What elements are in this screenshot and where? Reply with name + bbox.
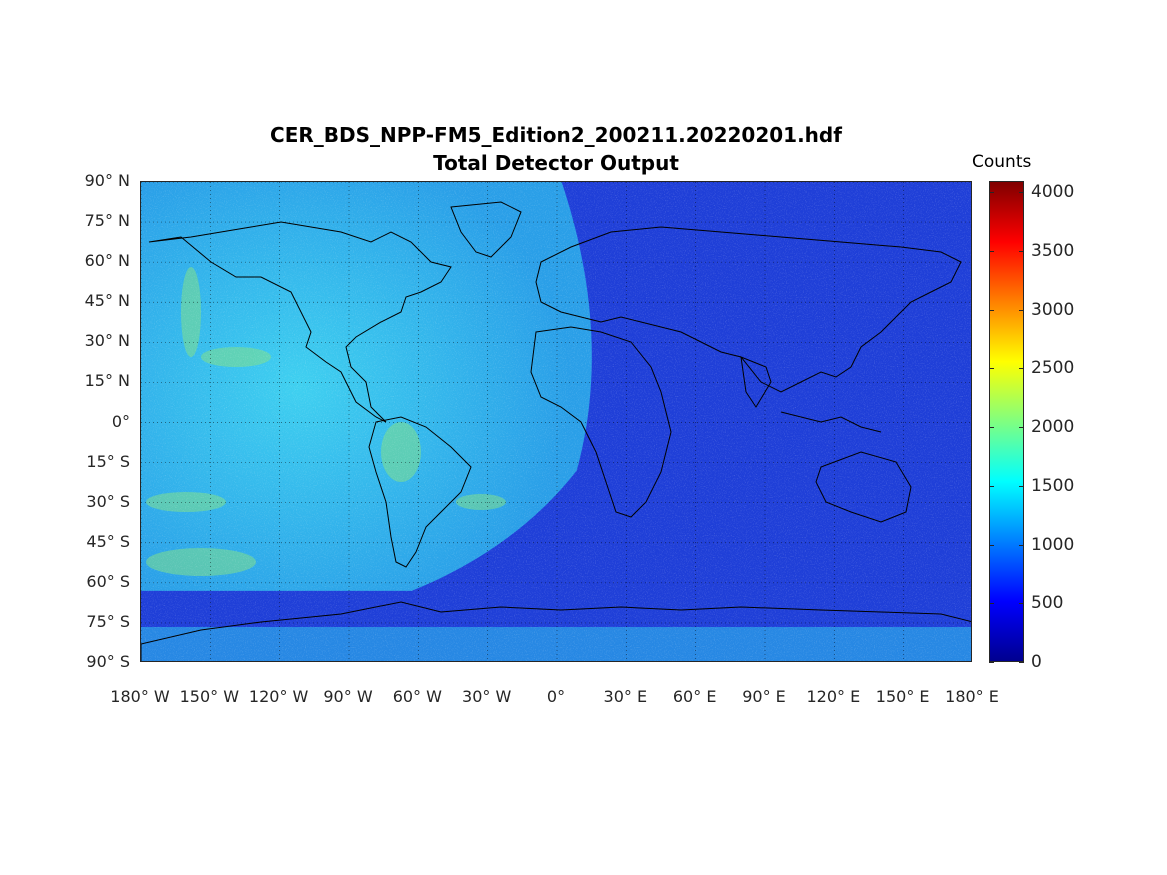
latitude-tick-label: 60° S xyxy=(86,571,130,591)
colorbar-tick-mark xyxy=(1019,662,1024,663)
graticule xyxy=(141,182,971,661)
longitude-tick-label: 180° E xyxy=(945,687,999,706)
colorbar-tick-mark xyxy=(1019,427,1024,429)
chart-title: CER_BDS_NPP-FM5_Edition2_200211.20220201… xyxy=(270,123,842,147)
speckle-texture xyxy=(141,182,971,661)
latitude-tick-label: 90° S xyxy=(86,652,130,671)
longitude-tick-label: 180° W xyxy=(110,687,170,706)
colorbar-tick-label: 1500 xyxy=(1031,475,1075,496)
colorbar-tick-label: 2000 xyxy=(1031,417,1075,438)
colorbar-tick-label: 0 xyxy=(1031,652,1042,672)
world-map xyxy=(141,182,971,661)
latitude-tick-label: 75° S xyxy=(86,611,130,631)
colorbar-tick-mark xyxy=(1019,485,1024,487)
colorbar-tick-mark xyxy=(989,662,994,663)
colorbar-tick-mark xyxy=(1019,192,1024,194)
latitude-tick-label: 15° N xyxy=(84,371,130,391)
coastlines xyxy=(141,201,971,661)
longitude-tick-label: 60° W xyxy=(392,687,442,706)
colorbar-tick-mark xyxy=(1019,544,1024,546)
longitude-tick-label: 30° E xyxy=(603,687,648,706)
chart-subtitle: Total Detector Output xyxy=(433,151,679,175)
colorbar-tick-mark xyxy=(1019,250,1024,252)
latitude-tick-label: 75° N xyxy=(84,211,130,231)
colorbar-tick-mark xyxy=(989,309,994,311)
longitude-tick-label: 90° W xyxy=(323,687,373,706)
longitude-tick-label: 0° xyxy=(546,687,566,706)
colorbar-tick-mark xyxy=(989,250,994,252)
colorbar-tick-mark xyxy=(989,427,994,429)
colorbar-tick-mark xyxy=(1019,368,1024,370)
colorbar-tick-mark xyxy=(989,603,994,605)
colorbar-tick-label: 3000 xyxy=(1031,299,1075,320)
latitude-tick-label: 0° xyxy=(111,411,130,431)
longitude-tick-label: 150° W xyxy=(179,687,240,706)
latitude-tick-label: 90° N xyxy=(84,171,130,190)
colorbar xyxy=(989,181,1024,662)
colorbar-tick-label: 1000 xyxy=(1031,534,1075,555)
longitude-tick-label: 150° E xyxy=(875,687,930,706)
colorbar-tick-label: 500 xyxy=(1031,593,1064,614)
colorbar-title: Counts xyxy=(972,152,1032,172)
latitude-tick-label: 45° S xyxy=(86,531,130,551)
latitude-tick-label: 30° N xyxy=(84,331,130,351)
latitude-tick-label: 15° S xyxy=(86,451,130,471)
latitude-tick-label: 60° N xyxy=(84,251,130,271)
longitude-tick-label: 120° W xyxy=(248,687,309,706)
colorbar-tick-label: 2500 xyxy=(1031,358,1075,379)
longitude-tick-label: 30° W xyxy=(462,687,512,706)
colorbar-tick-mark xyxy=(989,192,994,194)
colorbar-tick-mark xyxy=(1019,603,1024,605)
colorbar-tick-label: 3500 xyxy=(1031,240,1075,261)
latitude-tick-label: 45° N xyxy=(84,291,130,311)
colorbar-tick-mark xyxy=(989,485,994,487)
colorbar-tick-mark xyxy=(989,368,994,370)
longitude-tick-label: 60° E xyxy=(672,687,717,706)
latitude-tick-label: 30° S xyxy=(86,491,130,511)
colorbar-tick-label: 4000 xyxy=(1031,182,1075,203)
colorbar-tick-mark xyxy=(1019,309,1024,311)
longitude-tick-label: 90° E xyxy=(742,687,786,706)
map-plot-area xyxy=(140,181,972,662)
longitude-tick-label: 120° E xyxy=(806,687,861,706)
colorbar-tick-mark xyxy=(989,544,994,546)
